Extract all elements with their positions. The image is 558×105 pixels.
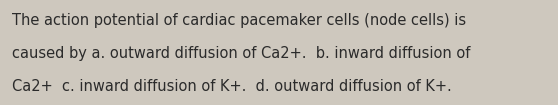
Text: caused by a. outward diffusion of Ca2+.  b. inward diffusion of: caused by a. outward diffusion of Ca2+. … xyxy=(12,46,470,61)
Text: The action potential of cardiac pacemaker cells (node cells) is: The action potential of cardiac pacemake… xyxy=(12,13,466,28)
Text: Ca2+  c. inward diffusion of K+.  d. outward diffusion of K+.: Ca2+ c. inward diffusion of K+. d. outwa… xyxy=(12,79,452,94)
